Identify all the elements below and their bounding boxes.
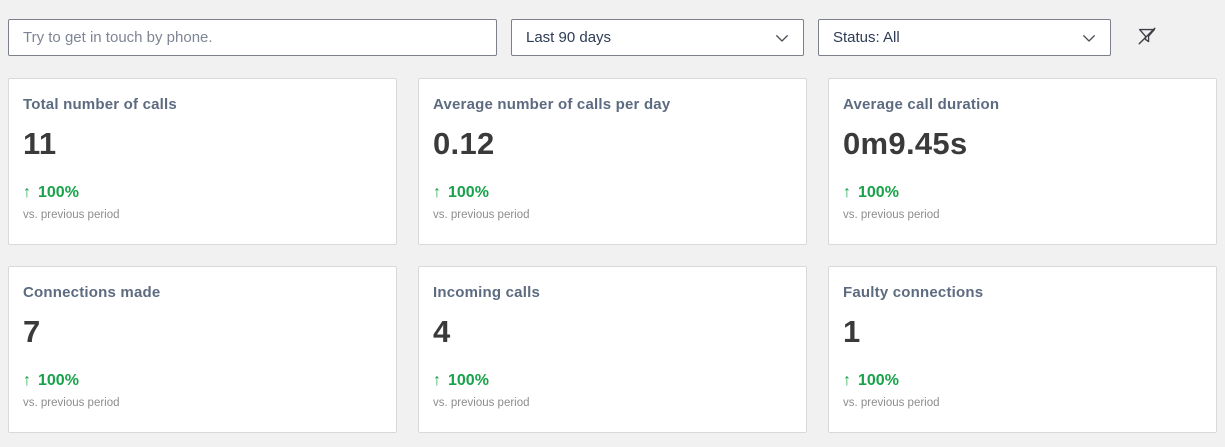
arrow-up-icon: ↑ bbox=[433, 184, 441, 201]
card-title: Total number of calls bbox=[23, 96, 177, 113]
chevron-down-icon bbox=[773, 29, 791, 47]
chevron-down-icon bbox=[1080, 29, 1098, 47]
arrow-up-icon: ↑ bbox=[843, 184, 851, 201]
card-title: Incoming calls bbox=[433, 284, 540, 301]
arrow-up-icon: ↑ bbox=[843, 372, 851, 389]
card-title: Connections made bbox=[23, 284, 161, 301]
card-title: Faulty connections bbox=[843, 284, 984, 301]
stat-cards-grid: Total number of calls 11 ↑ 100% vs. prev… bbox=[0, 56, 1225, 433]
card-title: Average call duration bbox=[843, 96, 1000, 113]
card-delta: ↑ 100% bbox=[433, 184, 792, 202]
card-delta: ↑ 100% bbox=[433, 372, 792, 390]
stat-card-avg-calls-per-day: Average number of calls per day 0.12 ↑ 1… bbox=[418, 78, 807, 245]
card-caption: vs. previous period bbox=[843, 397, 940, 409]
stat-card-faulty-connections: Faulty connections 1 ↑ 100% vs. previous… bbox=[828, 266, 1217, 433]
card-delta: ↑ 100% bbox=[23, 184, 382, 202]
card-value: 7 bbox=[23, 314, 41, 349]
arrow-up-icon: ↑ bbox=[23, 372, 31, 389]
delta-percent: 100% bbox=[858, 184, 899, 201]
delta-percent: 100% bbox=[38, 184, 79, 201]
filter-off-icon bbox=[1136, 25, 1158, 50]
delta-percent: 100% bbox=[448, 184, 489, 201]
delta-percent: 100% bbox=[38, 372, 79, 389]
arrow-up-icon: ↑ bbox=[23, 184, 31, 201]
stat-card-incoming-calls: Incoming calls 4 ↑ 100% vs. previous per… bbox=[418, 266, 807, 433]
card-value: 4 bbox=[433, 314, 451, 349]
card-value: 11 bbox=[23, 126, 57, 161]
card-caption: vs. previous period bbox=[23, 397, 120, 409]
status-dropdown-value: Status: All bbox=[833, 29, 900, 46]
clear-filters-button[interactable] bbox=[1132, 23, 1162, 53]
stat-card-avg-call-duration: Average call duration 0m9.45s ↑ 100% vs.… bbox=[828, 78, 1217, 245]
card-caption: vs. previous period bbox=[23, 209, 120, 221]
delta-percent: 100% bbox=[858, 372, 899, 389]
stat-card-total-calls: Total number of calls 11 ↑ 100% vs. prev… bbox=[8, 78, 397, 245]
card-value: 1 bbox=[843, 314, 861, 349]
date-range-dropdown[interactable]: Last 90 days bbox=[511, 19, 804, 56]
search-input[interactable] bbox=[8, 19, 497, 56]
status-dropdown[interactable]: Status: All bbox=[818, 19, 1111, 56]
card-caption: vs. previous period bbox=[843, 209, 940, 221]
card-delta: ↑ 100% bbox=[843, 372, 1202, 390]
card-caption: vs. previous period bbox=[433, 397, 530, 409]
card-delta: ↑ 100% bbox=[843, 184, 1202, 202]
date-range-dropdown-value: Last 90 days bbox=[526, 29, 612, 46]
card-delta: ↑ 100% bbox=[23, 372, 382, 390]
card-caption: vs. previous period bbox=[433, 209, 530, 221]
arrow-up-icon: ↑ bbox=[433, 372, 441, 389]
card-value: 0.12 bbox=[433, 126, 495, 161]
filter-bar: Last 90 days Status: All bbox=[0, 0, 1225, 56]
card-value: 0m9.45s bbox=[843, 126, 968, 161]
stat-card-connections-made: Connections made 7 ↑ 100% vs. previous p… bbox=[8, 266, 397, 433]
delta-percent: 100% bbox=[448, 372, 489, 389]
card-title: Average number of calls per day bbox=[433, 96, 671, 113]
